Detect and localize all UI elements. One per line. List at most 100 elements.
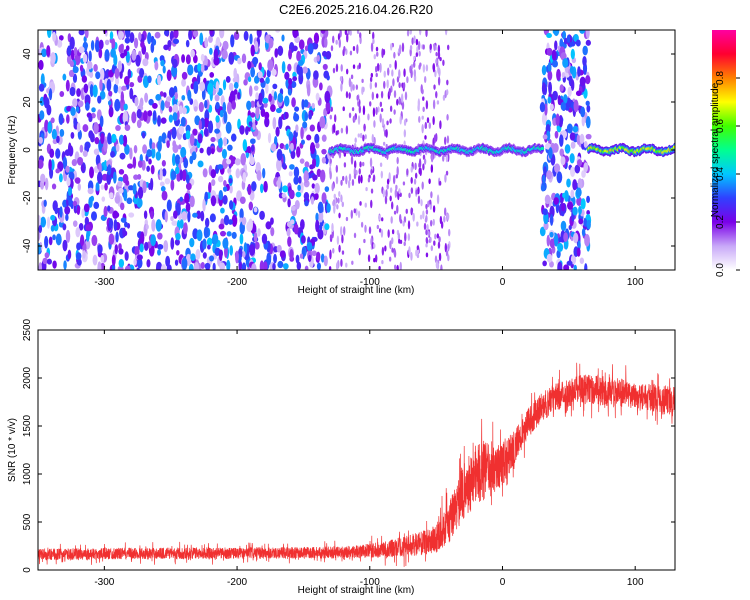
spectrogram-cell xyxy=(100,132,105,145)
spectrogram-cell xyxy=(171,153,176,167)
spectrogram-cell xyxy=(435,91,438,99)
spectrogram-cell xyxy=(193,81,199,94)
spectrogram-cell xyxy=(184,192,190,204)
spectrogram-cell xyxy=(157,249,161,256)
spectrogram-cell xyxy=(264,116,270,128)
spectrogram-cell xyxy=(547,61,552,72)
spectrogram-cell xyxy=(276,148,283,161)
spectrogram-cell xyxy=(85,224,91,232)
spectrogram-cell xyxy=(419,62,422,67)
spectrogram-cell xyxy=(142,58,149,67)
spectrogram-cell xyxy=(38,224,43,234)
spectrogram-cell xyxy=(541,65,547,76)
spectrogram-cell xyxy=(55,168,60,174)
spectrogram-cell xyxy=(161,168,167,177)
spectrogram-cell xyxy=(445,170,449,176)
spectrogram-cell xyxy=(418,158,422,169)
spectrogram-cell xyxy=(120,202,125,211)
spectrogram-cell xyxy=(304,111,309,122)
spectrogram-cell xyxy=(207,120,214,134)
spectrogram-cell xyxy=(56,135,60,144)
spectrogram-cell xyxy=(89,70,94,78)
spectrogram-cell xyxy=(125,45,130,52)
spectrogram-cell xyxy=(385,129,388,138)
spectrogram-cell xyxy=(166,96,172,102)
spectrogram-cell xyxy=(38,214,41,227)
spectrogram-cell xyxy=(418,30,422,36)
spectrogram-cell xyxy=(159,167,163,181)
spectrogram-cell xyxy=(265,221,272,230)
spectrogram-cell xyxy=(572,125,579,133)
spectrogram-cell xyxy=(154,61,159,71)
spectrogram-cell xyxy=(553,30,560,37)
spectrogram-cell xyxy=(424,135,427,140)
spectrogram-x-label: Height of straight line (km) xyxy=(298,285,415,296)
spectrogram-cell xyxy=(77,129,82,140)
spectrogram-cell xyxy=(237,92,241,100)
spectrogram-cell xyxy=(304,161,310,168)
spectrogram-cell xyxy=(73,46,78,57)
spectrogram-cell xyxy=(75,106,80,113)
spectrogram-cell xyxy=(195,249,201,260)
spectrogram-cell xyxy=(343,45,346,52)
spectrogram-cell xyxy=(336,204,339,210)
spectrogram-cell xyxy=(570,189,575,199)
spectrogram-cell xyxy=(108,69,114,78)
spectrogram-cell xyxy=(365,186,368,192)
spectrogram-cell xyxy=(271,68,277,76)
spectrogram-cell xyxy=(50,117,55,124)
spectrogram-cell xyxy=(276,158,282,172)
spectrogram-cell xyxy=(128,185,135,191)
spectrogram-cell xyxy=(174,154,181,165)
spectrogram-cell xyxy=(266,69,271,78)
y-tick-label: 2000 xyxy=(22,366,33,389)
spectrogram-cell xyxy=(69,86,76,97)
spectrogram-cell xyxy=(170,215,174,222)
spectrogram-cell xyxy=(144,241,149,251)
spectrogram-cell xyxy=(62,239,68,252)
spectrogram-cell xyxy=(43,199,47,207)
spectrogram-cell xyxy=(283,95,290,107)
spectrogram-cell xyxy=(72,73,78,83)
spectrogram-cell xyxy=(401,101,405,110)
spectrogram-cell xyxy=(409,30,412,35)
spectrogram-cell xyxy=(352,45,356,52)
spectrogram-cell xyxy=(439,57,442,62)
spectrogram-cell xyxy=(540,184,545,192)
spectrogram-cell xyxy=(92,254,98,266)
spectrogram-cell xyxy=(329,158,332,164)
spectrogram-cell xyxy=(425,236,429,244)
spectrogram-cell xyxy=(403,129,407,138)
spectrogram-cell xyxy=(581,170,586,178)
spectrogram-cell xyxy=(166,264,172,270)
spectrogram-cell xyxy=(152,102,158,109)
spectrogram-cell xyxy=(380,229,384,238)
spectrogram-cell xyxy=(313,32,320,44)
spectrogram-cell xyxy=(416,221,419,227)
spectrogram-cell xyxy=(340,258,343,267)
spectrogram-cell xyxy=(83,203,90,213)
spectrogram-cell xyxy=(413,56,416,61)
spectrogram-cell xyxy=(554,130,559,139)
spectrogram-cell xyxy=(398,188,401,194)
snr-frame xyxy=(37,329,676,571)
spectrogram-cell xyxy=(189,195,195,208)
spectrogram-cell xyxy=(570,79,575,91)
spectrogram-cell xyxy=(38,59,44,71)
spectrogram-cell xyxy=(151,142,156,150)
spectrogram-cell xyxy=(566,178,571,188)
spectrogram-cell xyxy=(332,247,335,254)
spectrogram-cell xyxy=(218,223,225,230)
spectrogram-cell xyxy=(226,231,232,237)
spectrogram-cell xyxy=(190,49,195,58)
spectrogram-cell xyxy=(108,90,113,97)
spectrogram-cell xyxy=(163,240,169,253)
spectrogram-cell xyxy=(446,113,449,121)
spectrogram-cell xyxy=(98,162,102,175)
spectrogram-cell xyxy=(435,58,438,64)
spectrogram-cell xyxy=(413,69,416,77)
spectrogram-cell xyxy=(167,39,172,48)
spectrogram-cell xyxy=(97,95,102,104)
spectrogram-cell xyxy=(345,262,348,268)
spectrogram-cell xyxy=(100,254,105,264)
